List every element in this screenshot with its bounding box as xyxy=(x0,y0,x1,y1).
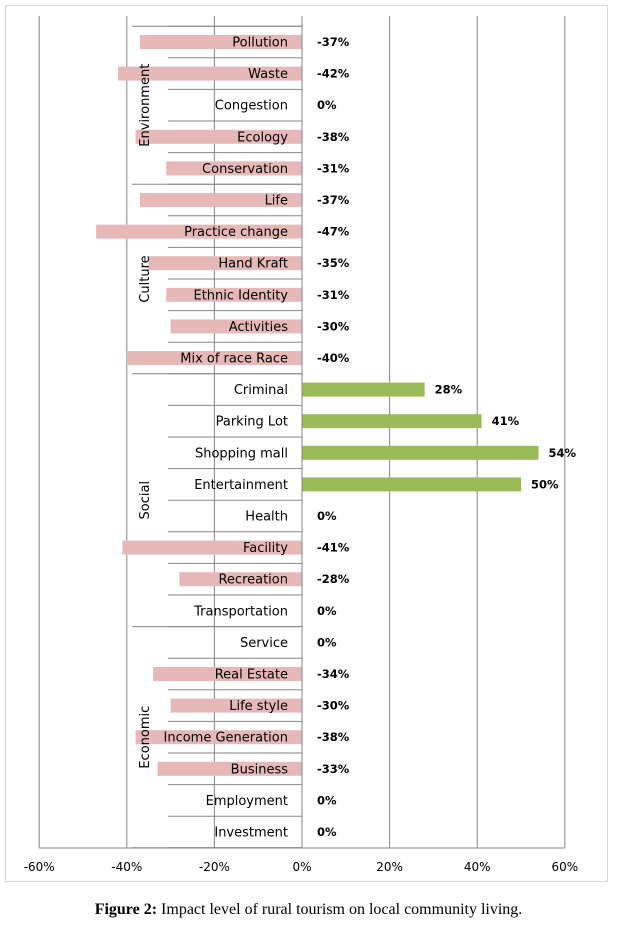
group-label-economic: Economic xyxy=(138,706,153,769)
category-label-9: Activities xyxy=(229,320,289,335)
x-tick-label-5: 40% xyxy=(464,860,491,874)
chart: Pollution Waste Congestion Ecology Conservat… xyxy=(24,16,578,874)
category-label-18: Transportation xyxy=(193,604,288,619)
category-label-23: Business xyxy=(231,762,289,777)
value-label-6: -47% xyxy=(317,225,350,239)
bar-16 xyxy=(122,540,302,555)
bar-20 xyxy=(153,667,302,681)
value-label-7: -35% xyxy=(317,256,350,270)
bar-8 xyxy=(166,287,302,302)
value-label-9: -30% xyxy=(317,319,350,333)
value-label-11: 28% xyxy=(435,383,463,397)
value-label-25: 0% xyxy=(317,825,337,839)
x-tick-label-2: -20% xyxy=(199,860,230,874)
category-label-15: Health xyxy=(245,510,288,525)
category-label-12: Parking Lot xyxy=(216,415,288,430)
value-label-15: 0% xyxy=(317,509,337,523)
category-label-8: Ethnic Identity xyxy=(193,288,288,303)
group-label-social: Social xyxy=(138,481,153,520)
value-label-21: -30% xyxy=(317,699,350,713)
category-label-20: Real Estate xyxy=(215,668,288,683)
chart-frame xyxy=(5,5,608,882)
value-label-20: -34% xyxy=(317,667,350,681)
bar-5 xyxy=(139,193,302,207)
bar-23 xyxy=(157,761,302,776)
bar-21 xyxy=(170,698,302,713)
value-label-18: 0% xyxy=(317,604,337,618)
x-tick-label-6: 60% xyxy=(551,860,578,874)
category-label-13: Shopping mall xyxy=(195,446,288,461)
bar-17 xyxy=(179,572,302,587)
bar-9 xyxy=(170,319,302,334)
group-label-environment: Environment xyxy=(138,64,153,147)
category-label-2: Congestion xyxy=(215,99,288,114)
category-label-19: Service xyxy=(240,636,288,651)
x-tick-label-0: -60% xyxy=(24,860,55,874)
x-tick-label-1: -40% xyxy=(111,860,142,874)
bar-3 xyxy=(135,129,302,144)
value-label-3: -38% xyxy=(317,130,350,144)
caption-prefix: Figure 2: xyxy=(94,901,158,918)
bar-12 xyxy=(302,414,482,429)
value-label-10: -40% xyxy=(317,351,350,365)
value-label-14: 50% xyxy=(531,477,559,491)
bar-14 xyxy=(302,477,521,492)
bar-1 xyxy=(118,66,302,81)
category-label-3: Ecology xyxy=(237,130,288,145)
bar-4 xyxy=(166,161,302,176)
value-label-19: 0% xyxy=(317,635,337,649)
value-label-12: 41% xyxy=(492,414,520,428)
category-label-4: Conservation xyxy=(202,162,288,177)
value-label-5: -37% xyxy=(317,193,350,207)
figure-caption: Figure 2: Impact level of rural tourism … xyxy=(0,901,617,919)
category-label-10: Mix of race Race xyxy=(180,352,288,367)
value-label-16: -41% xyxy=(317,541,350,555)
group-label-culture: Culture xyxy=(138,255,153,302)
category-label-25: Investment xyxy=(214,826,288,841)
category-label-22: Income Generation xyxy=(164,731,289,746)
category-label-17: Recreation xyxy=(218,573,288,588)
category-label-6: Practice change xyxy=(184,225,288,240)
bar-11 xyxy=(302,382,425,397)
bar-7 xyxy=(148,256,302,271)
value-label-0: -37% xyxy=(317,35,350,49)
bar-13 xyxy=(302,445,539,460)
category-label-14: Entertainment xyxy=(194,478,288,493)
value-label-23: -33% xyxy=(317,762,350,776)
bar-10 xyxy=(126,351,302,365)
value-label-13: 54% xyxy=(549,446,577,460)
bar-22 xyxy=(135,730,302,745)
value-label-22: -38% xyxy=(317,730,350,744)
category-label-11: Criminal xyxy=(234,383,288,398)
value-label-24: 0% xyxy=(317,793,337,807)
x-tick-label-4: 20% xyxy=(376,860,403,874)
category-label-7: Hand Kraft xyxy=(218,257,288,272)
category-label-21: Life style xyxy=(229,699,288,714)
category-label-5: Life xyxy=(265,194,288,209)
category-label-16: Facility xyxy=(243,541,288,556)
value-label-17: -28% xyxy=(317,572,350,586)
bar-6 xyxy=(96,224,302,239)
value-label-1: -42% xyxy=(317,67,350,81)
value-label-4: -31% xyxy=(317,161,350,175)
category-label-0: Pollution xyxy=(232,36,288,51)
x-tick-label-3: 0% xyxy=(292,860,311,874)
caption-text: Impact level of rural tourism on local c… xyxy=(157,901,523,918)
value-label-2: 0% xyxy=(317,98,337,112)
bar-0 xyxy=(139,35,302,49)
category-label-1: Waste xyxy=(248,67,288,82)
value-label-8: -31% xyxy=(317,288,350,302)
category-label-24: Employment xyxy=(206,794,288,809)
